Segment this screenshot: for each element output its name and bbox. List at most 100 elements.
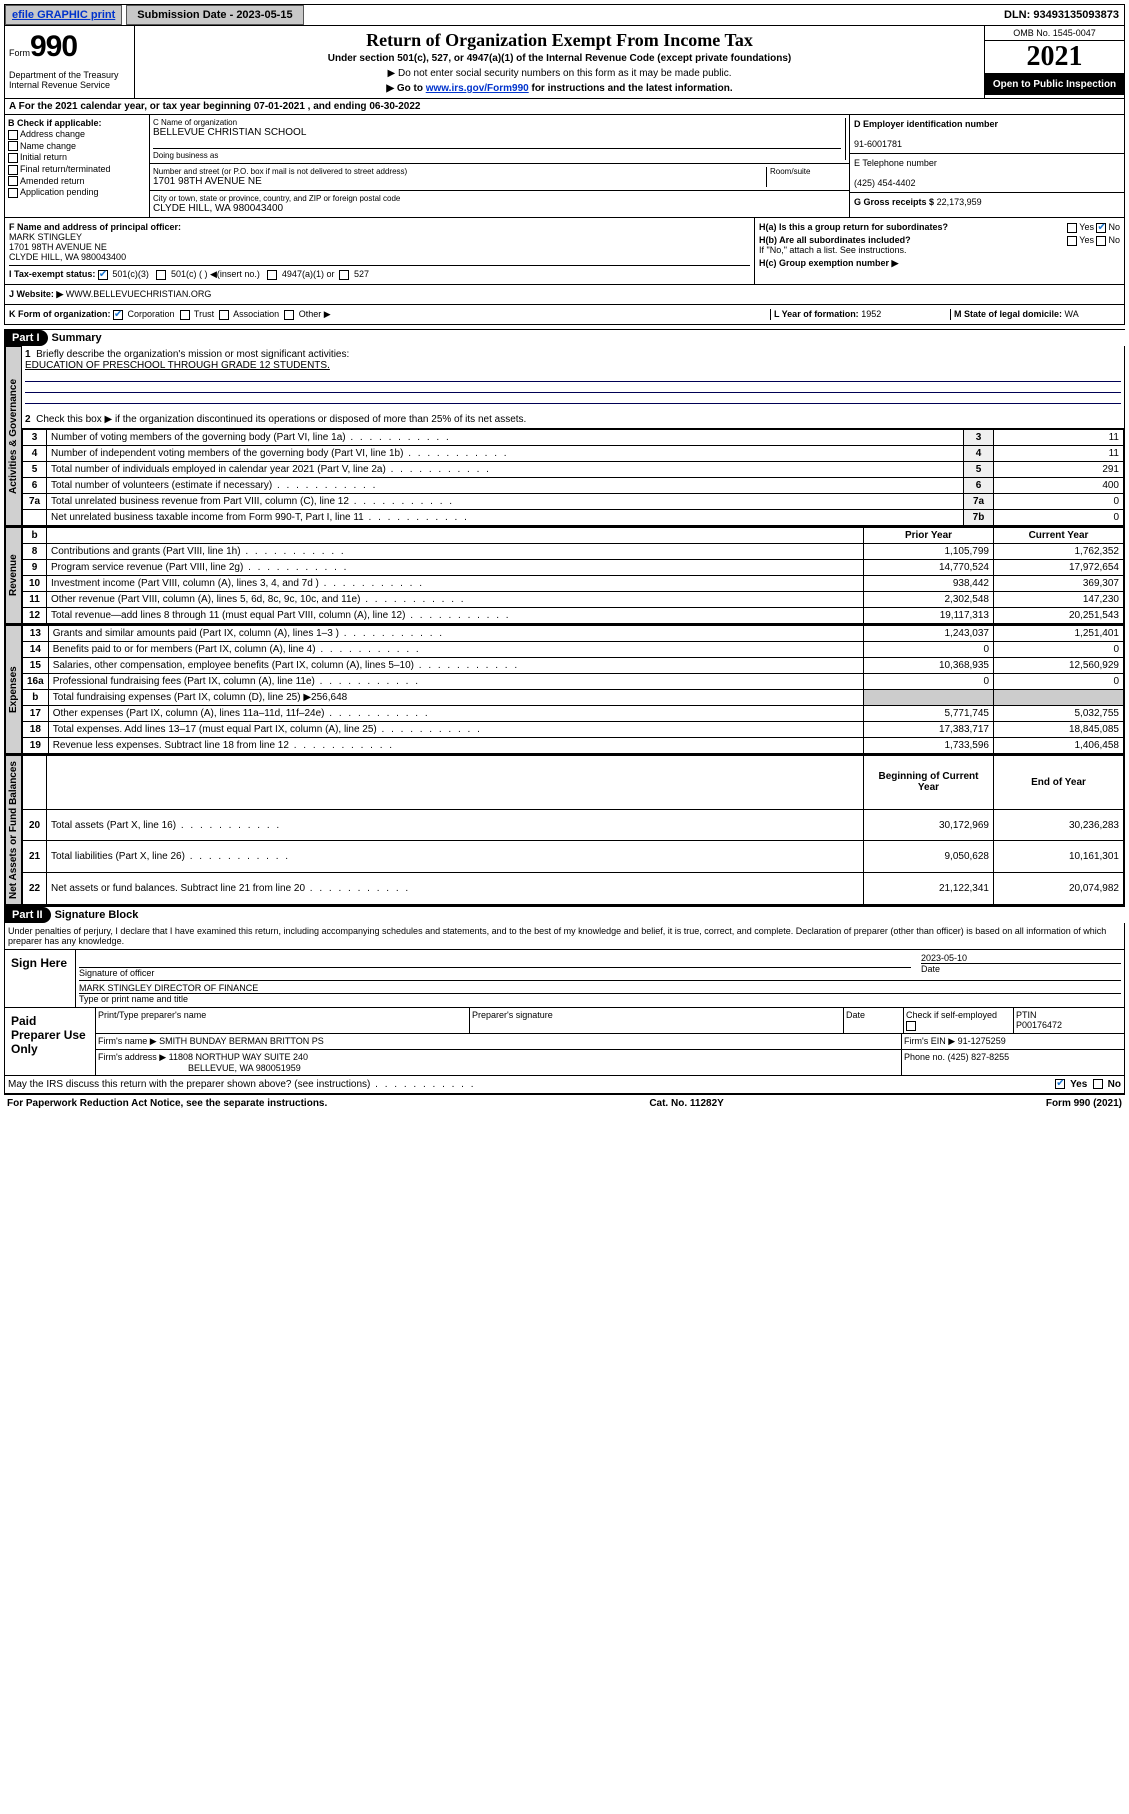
chk-501c3[interactable]: [98, 270, 108, 280]
chk-initial-return[interactable]: Initial return: [8, 152, 146, 163]
col-b-header: B Check if applicable:: [8, 118, 102, 128]
label-ein: D Employer identification number: [854, 119, 998, 129]
chk-amended[interactable]: Amended return: [8, 176, 146, 187]
irs-link[interactable]: www.irs.gov/Form990: [426, 83, 529, 94]
directive-ssn: ▶ Do not enter social security numbers o…: [139, 68, 980, 79]
chk-ha-no[interactable]: [1096, 223, 1106, 233]
discuss-no: No: [1108, 1079, 1121, 1090]
label-i-status: I Tax-exempt status:: [9, 269, 95, 279]
part1-title: Summary: [52, 332, 102, 344]
chk-corp[interactable]: [113, 310, 123, 320]
chk-hb-no[interactable]: [1096, 236, 1106, 246]
chk-discuss-yes[interactable]: [1055, 1079, 1065, 1089]
gross-receipts: 22,173,959: [937, 197, 982, 207]
chk-discuss-no[interactable]: [1093, 1079, 1103, 1089]
side-revenue: Revenue: [5, 527, 22, 624]
chk-name-change[interactable]: Name change: [8, 141, 146, 152]
goto-pre: ▶ Go to: [386, 83, 425, 94]
paid-preparer-label: Paid Preparer Use Only: [5, 1008, 95, 1075]
ha-yes: Yes: [1079, 222, 1094, 232]
firm-ein: 91-1275259: [958, 1036, 1006, 1046]
chk-501c[interactable]: [156, 270, 166, 280]
firm-addr1: 11808 NORTHUP WAY SUITE 240: [169, 1052, 308, 1062]
part2-title: Signature Block: [55, 909, 139, 921]
opt-other: Other ▶: [299, 309, 331, 319]
ha-no: No: [1108, 222, 1120, 232]
form-title: Return of Organization Exempt From Incom…: [139, 30, 980, 51]
prep-selfemp-label: Check if self-employed: [906, 1010, 997, 1020]
officer-name: MARK STINGLEY: [9, 232, 82, 242]
prep-name-label: Print/Type preparer's name: [96, 1008, 470, 1033]
directive-link: ▶ Go to www.irs.gov/Form990 for instruct…: [139, 83, 980, 94]
form-footer: Form 990 (2021): [1046, 1098, 1122, 1109]
discuss-yes: Yes: [1070, 1079, 1087, 1090]
paperwork-notice: For Paperwork Reduction Act Notice, see …: [7, 1098, 327, 1109]
chk-527[interactable]: [339, 270, 349, 280]
label-room: Room/suite: [770, 167, 846, 176]
label-hc: H(c) Group exemption number ▶: [759, 258, 898, 268]
ein: 91-6001781: [854, 139, 902, 149]
ptin-label: PTIN: [1016, 1010, 1037, 1020]
officer-city: CLYDE HILL, WA 980043400: [9, 252, 126, 262]
prep-phone-label: Phone no.: [904, 1052, 945, 1062]
opt-4947: 4947(a)(1) or: [282, 269, 335, 279]
label-m-state: M State of legal domicile:: [954, 309, 1065, 319]
opt-trust: Trust: [194, 309, 214, 319]
label-hb: H(b) Are all subordinates included?: [759, 235, 911, 245]
declaration: Under penalties of perjury, I declare th…: [4, 923, 1125, 950]
chk-other[interactable]: [284, 310, 294, 320]
expenses-table: 13Grants and similar amounts paid (Part …: [22, 625, 1124, 754]
label-c-name: C Name of organization: [153, 118, 841, 127]
col-b-checkboxes: B Check if applicable: Address change Na…: [5, 115, 150, 217]
omb-number: OMB No. 1545-0047: [985, 26, 1124, 41]
part1-header: Part I: [4, 330, 48, 346]
discuss-question: May the IRS discuss this return with the…: [8, 1079, 1055, 1090]
chk-trust[interactable]: [180, 310, 190, 320]
dln: DLN: 93493135093873: [1004, 9, 1124, 21]
label-city: City or town, state or province, country…: [153, 194, 846, 203]
website: WWW.BELLEVUECHRISTIAN.ORG: [66, 289, 212, 300]
opt-corp: Corporation: [128, 309, 175, 319]
prep-date-label: Date: [844, 1008, 904, 1033]
label-l-year: L Year of formation:: [774, 309, 861, 319]
open-inspection: Open to Public Inspection: [985, 74, 1124, 95]
form-word: Form: [9, 48, 30, 58]
goto-post: for instructions and the latest informat…: [529, 83, 733, 94]
hb-yes: Yes: [1079, 235, 1094, 245]
phone: (425) 454-4402: [854, 178, 916, 188]
submission-date: Submission Date - 2023-05-15: [126, 5, 303, 25]
officer-name-title: MARK STINGLEY DIRECTOR OF FINANCE: [79, 983, 258, 993]
chk-assoc[interactable]: [219, 310, 229, 320]
cat-no: Cat. No. 11282Y: [649, 1098, 723, 1109]
efile-print-button[interactable]: efile GRAPHIC print: [5, 5, 122, 25]
chk-address-change[interactable]: Address change: [8, 129, 146, 140]
label-gross: G Gross receipts $: [854, 197, 934, 207]
tax-year: 2021: [985, 41, 1124, 74]
department: Department of the Treasury Internal Reve…: [9, 70, 130, 90]
prep-phone: (425) 827-8255: [948, 1052, 1010, 1062]
chk-app-pending[interactable]: Application pending: [8, 187, 146, 198]
firm-ein-label: Firm's EIN ▶: [904, 1036, 955, 1046]
governance-table: 3Number of voting members of the governi…: [22, 429, 1124, 526]
year-formation: 1952: [861, 309, 881, 319]
chk-hb-yes[interactable]: [1067, 236, 1077, 246]
chk-4947[interactable]: [267, 270, 277, 280]
chk-final-return[interactable]: Final return/terminated: [8, 164, 146, 175]
sig-date-val: 2023-05-10: [921, 953, 967, 963]
type-name-label: Type or print name and title: [79, 994, 188, 1004]
label-f-officer: F Name and address of principal officer:: [9, 222, 181, 232]
netassets-table: Beginning of Current YearEnd of Year20To…: [22, 755, 1124, 905]
chk-selfemp[interactable]: [906, 1021, 916, 1031]
sig-date-label: Date: [921, 964, 940, 974]
hb-note: If "No," attach a list. See instructions…: [759, 245, 1120, 255]
q1-mission-label: Briefly describe the organization's miss…: [36, 349, 349, 360]
label-phone: E Telephone number: [854, 158, 937, 168]
opt-assoc: Association: [233, 309, 279, 319]
chk-ha-yes[interactable]: [1067, 223, 1077, 233]
label-j-website: J Website: ▶: [9, 289, 63, 300]
q2-discontinued: Check this box ▶ if the organization dis…: [36, 414, 526, 425]
ptin: P00176472: [1016, 1020, 1062, 1030]
opt-501c3: 501(c)(3): [112, 269, 149, 279]
label-street: Number and street (or P.O. box if mail i…: [153, 167, 766, 176]
opt-527: 527: [354, 269, 369, 279]
